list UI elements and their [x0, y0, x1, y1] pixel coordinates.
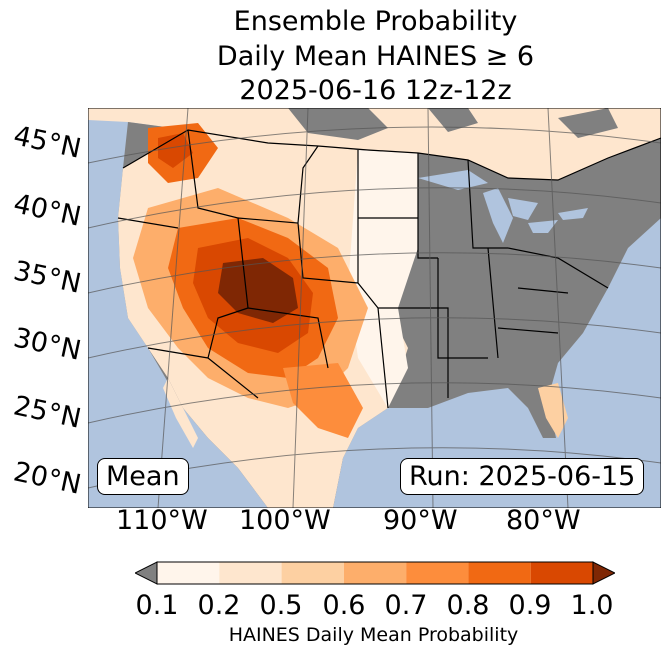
colorbar-bin-6: [530, 562, 593, 584]
title-line-3: 2025-06-16 12z-12z: [239, 75, 512, 106]
lat-label-30: 30°N: [10, 322, 84, 367]
title-line-2: Daily Mean HAINES ≥ 6: [216, 41, 535, 72]
canada-land: [88, 108, 661, 180]
lon-label-90: 90°W: [383, 505, 458, 536]
lon-label-80: 80°W: [506, 505, 581, 536]
lat-label-35: 35°N: [10, 255, 84, 300]
run-date-box: Run: 2025-06-15: [400, 458, 645, 495]
colorbar-bin-4: [406, 562, 469, 584]
colorbar-bin-1: [219, 562, 282, 584]
colorbar-over-arrow: [592, 561, 615, 585]
colorbar-tick-3: 0.6: [322, 590, 366, 621]
colorbar-under-arrow: [135, 561, 158, 585]
colorbar-bin-3: [343, 562, 407, 584]
mean-box: Mean: [97, 458, 189, 495]
colorbar-tick-4: 0.7: [384, 590, 428, 621]
colorbar-tick-0: 0.1: [135, 590, 179, 621]
lat-label-40: 40°N: [10, 188, 84, 233]
lat-label-20: 20°N: [10, 456, 84, 501]
canada-gray-patches: [288, 108, 618, 140]
colorbar-tick-6: 0.9: [508, 590, 552, 621]
colorbar-tick-1: 0.2: [197, 590, 241, 621]
colorbar-tick-2: 0.5: [259, 590, 303, 621]
colorbar-bin-5: [468, 562, 531, 584]
baja-land: [163, 378, 198, 448]
colorbar-label: HAINES Daily Mean Probability: [228, 624, 519, 646]
florida-prob: [538, 383, 568, 438]
colorbar-tick-5: 0.8: [446, 590, 490, 621]
west-prob-max: [218, 258, 298, 323]
state-borders: [117, 129, 661, 409]
lon-label-110: 110°W: [116, 505, 208, 536]
lon-label-100: 100°W: [239, 505, 331, 536]
lat-label-25: 25°N: [10, 390, 84, 435]
colorbar-bin-0: [157, 562, 220, 584]
colorbar-bin-2: [281, 562, 344, 584]
title-line-1: Ensemble Probability: [233, 6, 518, 37]
colorbar: [135, 561, 615, 585]
colorbar-tick-7: 1.0: [570, 590, 614, 621]
plains-prob-low: [348, 150, 418, 408]
texas-prob-mid: [283, 363, 363, 438]
lat-label-45: 45°N: [10, 120, 84, 165]
probability-map: [88, 108, 661, 508]
